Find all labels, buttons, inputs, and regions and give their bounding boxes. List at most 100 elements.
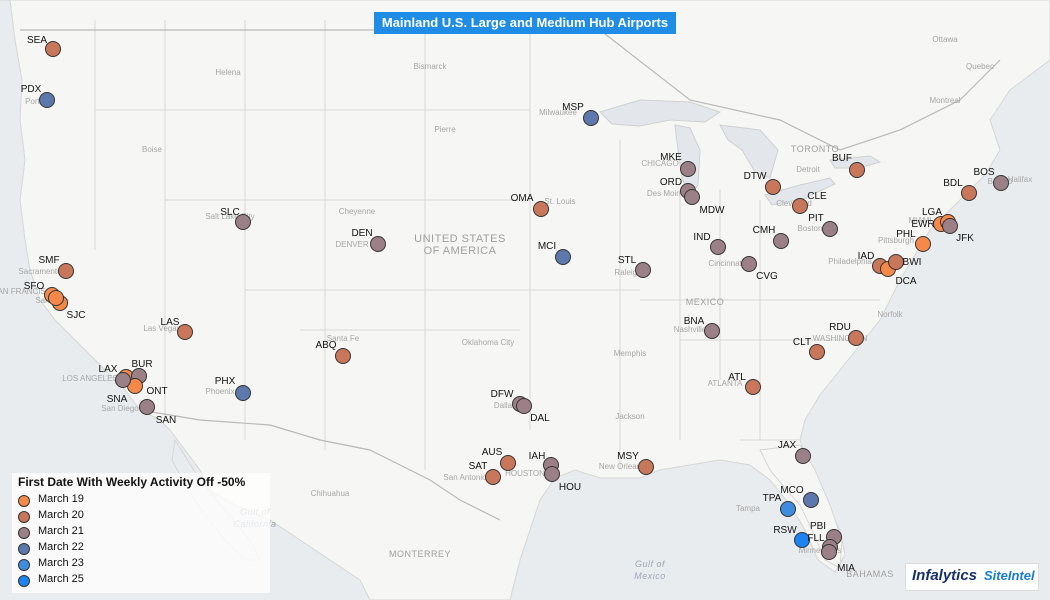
- airport-marker-san[interactable]: [139, 399, 155, 415]
- map-city-label: SAN FRANCISCO: [0, 287, 58, 296]
- airport-label-oma: OMA: [511, 193, 534, 204]
- airport-label-ord: ORD: [660, 177, 682, 188]
- map-city-label: Quebec: [966, 62, 994, 71]
- airport-marker-pdx[interactable]: [39, 92, 55, 108]
- airport-marker-aus[interactable]: [500, 455, 516, 471]
- airport-marker-oma[interactable]: [533, 201, 549, 217]
- airport-label-phl: PHL: [896, 229, 916, 240]
- airport-marker-cmh[interactable]: [773, 233, 789, 249]
- airport-marker-jfk[interactable]: [942, 218, 958, 234]
- map-city-label: Minneapolis: [799, 546, 842, 555]
- airport-marker-smf[interactable]: [58, 263, 74, 279]
- map-city-label: Cheyenne: [339, 207, 376, 216]
- airport-marker-abq[interactable]: [335, 348, 351, 364]
- airport-marker-cvg[interactable]: [741, 256, 757, 272]
- us-canada-border: [20, 29, 1001, 151]
- airport-label-lga: LGA: [922, 207, 942, 218]
- airport-label-rdu: RDU: [829, 322, 851, 333]
- lake-huron: [719, 124, 779, 179]
- airport-label-abq: ABQ: [315, 340, 336, 351]
- legend-label: March 19: [38, 493, 84, 505]
- airport-marker-sat[interactable]: [485, 469, 501, 485]
- legend: First Date With Weekly Activity Off -50%…: [12, 473, 270, 593]
- airport-marker-bdl[interactable]: [961, 185, 977, 201]
- airport-marker-mdw[interactable]: [684, 189, 700, 205]
- airport-marker-msp[interactable]: [583, 110, 599, 126]
- airport-marker-slc[interactable]: [235, 214, 251, 230]
- airport-label-hou: HOU: [559, 482, 581, 493]
- map-city-label: Dallas: [494, 401, 516, 410]
- airport-label-cmh: CMH: [753, 225, 776, 236]
- airport-marker-mco[interactable]: [803, 492, 819, 508]
- map-city-label: Ottawa: [932, 35, 958, 44]
- airport-marker-clt[interactable]: [809, 344, 825, 360]
- airport-marker-rdu[interactable]: [848, 330, 864, 346]
- airport-label-dal: DAL: [530, 413, 550, 424]
- map-city-label: Halifax: [1008, 175, 1032, 184]
- airport-marker-ind[interactable]: [710, 239, 726, 255]
- airport-label-ont: ONT: [146, 386, 167, 397]
- airport-marker-las[interactable]: [177, 324, 193, 340]
- airport-marker-phl[interactable]: [915, 236, 931, 252]
- airport-marker-bos[interactable]: [993, 175, 1009, 191]
- map-city-label: Pittsburgh: [878, 236, 914, 245]
- airport-marker-bna[interactable]: [704, 323, 720, 339]
- airport-marker-mci[interactable]: [555, 249, 571, 265]
- map-city-label: New Orleans: [599, 462, 645, 471]
- airport-label-pbi: PBI: [810, 521, 826, 532]
- airport-label-dca: DCA: [895, 276, 916, 287]
- airport-marker-atl[interactable]: [745, 379, 761, 395]
- map-city-label: Raleigh: [614, 268, 641, 277]
- airport-label-mco: MCO: [780, 485, 804, 496]
- airport-label-jax: JAX: [778, 440, 797, 451]
- map-city-label: Phoenix: [206, 387, 235, 396]
- airport-marker-bwi[interactable]: [888, 254, 904, 270]
- map-city-label: Boston: [798, 224, 823, 233]
- map-region-label: Mexico: [634, 571, 666, 581]
- airport-marker-jax[interactable]: [795, 448, 811, 464]
- legend-swatch: [18, 575, 30, 587]
- map-city-label: Norfolk: [877, 310, 903, 319]
- airport-label-pit: PIT: [808, 213, 824, 224]
- airport-label-las: LAS: [161, 317, 180, 328]
- airport-label-iad: IAD: [858, 251, 875, 262]
- airport-marker-sea[interactable]: [45, 41, 61, 57]
- airport-marker-cle[interactable]: [792, 198, 808, 214]
- airport-label-atl: ATL: [728, 372, 746, 383]
- legend-swatch: [18, 543, 30, 555]
- airport-marker-rsw[interactable]: [794, 532, 810, 548]
- airport-marker-mia[interactable]: [821, 544, 837, 560]
- airport-label-mke: MKE: [660, 152, 682, 163]
- airport-label-bna: BNA: [684, 316, 705, 327]
- legend-title: First Date With Weekly Activity Off -50%: [18, 475, 246, 489]
- airport-label-bur: BUR: [131, 359, 152, 370]
- airport-label-rsw: RSW: [773, 525, 797, 536]
- airport-marker-sna[interactable]: [115, 372, 131, 388]
- map-city-label: ATLANTA: [708, 379, 743, 388]
- legend-label: March 22: [38, 541, 84, 553]
- airport-label-ewr: EWR: [911, 219, 934, 230]
- airport-marker-dtw[interactable]: [765, 179, 781, 195]
- airport-marker-oak[interactable]: [48, 290, 64, 306]
- airport-marker-dal[interactable]: [516, 398, 532, 414]
- airport-marker-mke[interactable]: [680, 161, 696, 177]
- airport-marker-phx[interactable]: [235, 385, 251, 401]
- airport-marker-pit[interactable]: [822, 221, 838, 237]
- logos: Infalytics SiteIntel: [905, 563, 1039, 591]
- airport-label-dfw: DFW: [491, 389, 514, 400]
- airport-marker-stl[interactable]: [635, 262, 651, 278]
- airport-marker-tpa[interactable]: [780, 501, 796, 517]
- airport-label-stl: STL: [618, 255, 637, 266]
- airport-marker-msy[interactable]: [638, 459, 654, 475]
- airport-label-msy: MSY: [617, 451, 639, 462]
- airport-marker-buf[interactable]: [849, 162, 865, 178]
- airport-label-sea: SEA: [27, 35, 47, 46]
- infalytics-logo: Infalytics: [912, 567, 978, 584]
- airport-marker-hou[interactable]: [544, 466, 560, 482]
- map-city-label: San Antonio: [443, 473, 487, 482]
- airport-marker-den[interactable]: [370, 236, 386, 252]
- map-region-label: TORONTO: [791, 144, 839, 154]
- airport-label-bos: BOS: [973, 167, 994, 178]
- map-city-label: Montreal: [929, 96, 960, 105]
